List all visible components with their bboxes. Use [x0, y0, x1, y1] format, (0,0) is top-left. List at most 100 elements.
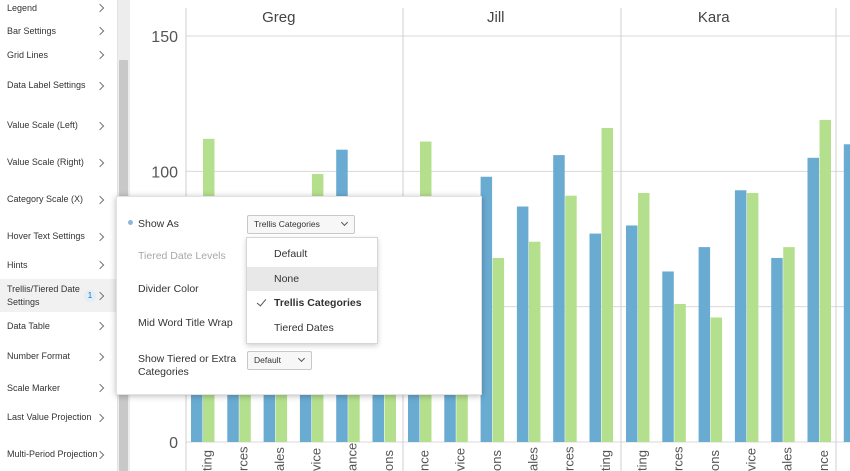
sidebar-item-label: Value Scale (Left): [7, 120, 78, 131]
panel-title: Greg: [262, 9, 295, 26]
menu-option-default[interactable]: Default: [247, 242, 377, 266]
sidebar-item-data-label-settings[interactable]: Data Label Settings: [0, 68, 117, 103]
bar-blue: [516, 206, 529, 442]
category-tick-label: vice: [743, 448, 758, 471]
changed-indicator-dot: [128, 220, 133, 225]
sidebar-item-grid-lines[interactable]: Grid Lines: [0, 44, 117, 66]
sidebar-item-number-format[interactable]: Number Format: [0, 340, 117, 373]
bar-green: [710, 317, 723, 442]
show-as-label: Show As: [138, 218, 179, 230]
settings-sidebar: Legend Bar Settings Grid Lines Data Label S…: [0, 0, 118, 471]
sidebar-item-scale-marker[interactable]: Scale Marker: [0, 378, 117, 398]
bar-blue: [191, 387, 203, 442]
bar-green: [638, 192, 650, 442]
category-tick-label: vice: [453, 448, 468, 471]
sidebar-item-category-scale-x[interactable]: Category Scale (X): [0, 182, 117, 217]
bar-green: [565, 195, 577, 442]
bar-green: [746, 192, 759, 442]
show-tiered-select[interactable]: Default: [247, 351, 312, 370]
y-tick-label: 150: [151, 29, 178, 46]
bar-green: [674, 303, 686, 442]
category-tick-label: ons: [707, 450, 722, 471]
sidebar-item-value-scale-left[interactable]: Value Scale (Left): [0, 108, 117, 143]
trellis-settings-popup: Show As Trellis Categories Tiered Date L…: [116, 196, 482, 395]
menu-option-label: Default: [274, 248, 308, 260]
sidebar-item-hints[interactable]: Hints: [0, 255, 117, 275]
panel-title: Jill: [487, 9, 505, 26]
tiered-date-levels-label: Tiered Date Levels: [138, 250, 226, 262]
chevron-right-icon: [95, 291, 105, 300]
sidebar-item-label: Legend: [7, 2, 38, 13]
panel-title: Kara: [698, 9, 730, 26]
sidebar-item-label: Hints: [7, 259, 28, 270]
bar-blue: [807, 157, 819, 443]
sidebar-item-multi-period-projection[interactable]: Multi-Period Projection: [0, 438, 117, 471]
sidebar-item-label: Data Label Settings: [7, 80, 86, 91]
show-as-select[interactable]: Trellis Categories: [247, 215, 355, 234]
menu-option-label: Tiered Dates: [274, 321, 334, 334]
sidebar-item-label: Hover Text Settings: [7, 231, 85, 242]
y-tick-label: 100: [151, 164, 178, 181]
bar-blue: [589, 233, 601, 442]
bar-blue: [698, 247, 711, 442]
sidebar-item-label: Value Scale (Right): [7, 157, 84, 168]
category-tick-label: nce: [416, 450, 431, 471]
category-tick-label: ting: [634, 450, 649, 471]
menu-option-label: Trellis Categories: [274, 297, 362, 309]
category-tick-label: rces: [236, 446, 251, 471]
show-tiered-select-value: Default: [254, 355, 281, 365]
sidebar-item-hover-text-settings[interactable]: Hover Text Settings: [0, 220, 117, 253]
y-tick-label: 0: [169, 435, 178, 452]
sidebar-item-label: Scale Marker: [7, 382, 61, 393]
menu-option-tiered-dates[interactable]: Tiered Dates: [247, 316, 377, 340]
category-tick-label: rces: [671, 446, 686, 471]
sidebar-item-last-value-projection[interactable]: Last Value Projection: [0, 401, 117, 434]
divider-color-label: Divider Color: [138, 283, 199, 295]
sidebar-item-label: Bar Settings: [7, 25, 57, 36]
category-tick-label: ons: [381, 450, 396, 471]
mid-word-title-wrap-label: Mid Word Title Wrap: [138, 317, 233, 329]
bar-green: [528, 241, 541, 442]
sidebar-item-legend[interactable]: Legend: [0, 0, 117, 16]
bar-blue: [626, 225, 638, 442]
category-tick-label: ting: [598, 450, 613, 471]
category-tick-label: ance: [345, 443, 360, 471]
sidebar-item-label: Data Table: [7, 320, 50, 331]
sidebar-item-label: Category Scale (X): [7, 194, 84, 205]
sidebar-item-label: Multi-Period Projection: [7, 449, 98, 460]
sidebar-item-data-table[interactable]: Data Table: [0, 316, 117, 336]
sidebar-item-label: Last Value Projection: [7, 412, 92, 423]
category-tick-label: rces: [562, 446, 577, 471]
menu-option-none[interactable]: None: [247, 266, 377, 291]
checkmark-icon: [256, 296, 267, 307]
sidebar-item-label: Grid Lines: [7, 49, 49, 60]
show-tiered-or-extra-categories-label: Show Tiered or Extra Categories: [138, 353, 237, 378]
sidebar-item-bar-settings[interactable]: Bar Settings: [0, 20, 117, 42]
sidebar-item-label: Trellis/Tiered Date Settings: [7, 284, 80, 307]
bar-blue: [480, 176, 493, 442]
bar-blue: [771, 257, 783, 442]
bar-green: [492, 257, 505, 442]
category-tick-label: ales: [272, 447, 287, 471]
sidebar-item-label: Number Format: [7, 351, 71, 362]
bar-blue: [662, 271, 674, 442]
bar-green: [783, 247, 795, 442]
category-tick-label: ales: [525, 447, 540, 471]
chevron-down-icon: [340, 218, 349, 227]
bar-green: [601, 128, 613, 442]
show-as-select-value: Trellis Categories: [254, 219, 320, 229]
bar-blue: [843, 144, 850, 442]
category-tick-label: ting: [199, 450, 214, 471]
bar-blue: [553, 155, 565, 443]
count-badge: 1: [84, 289, 96, 302]
chevron-down-icon: [297, 354, 306, 363]
category-tick-label: ons: [489, 450, 504, 471]
menu-option-label: None: [274, 272, 300, 285]
sidebar-item-trellis-tiered-date-settings[interactable]: Trellis/Tiered Date Settings 1: [0, 279, 117, 312]
category-tick-label: ales: [780, 447, 795, 471]
menu-option-trellis-categories[interactable]: Trellis Categories: [247, 291, 377, 315]
sidebar-item-value-scale-right[interactable]: Value Scale (Right): [0, 145, 117, 180]
bar-blue: [227, 360, 239, 442]
bar-blue: [734, 190, 747, 442]
show-as-dropdown-menu: Default None Trellis Categories Tiered Date…: [246, 237, 378, 344]
